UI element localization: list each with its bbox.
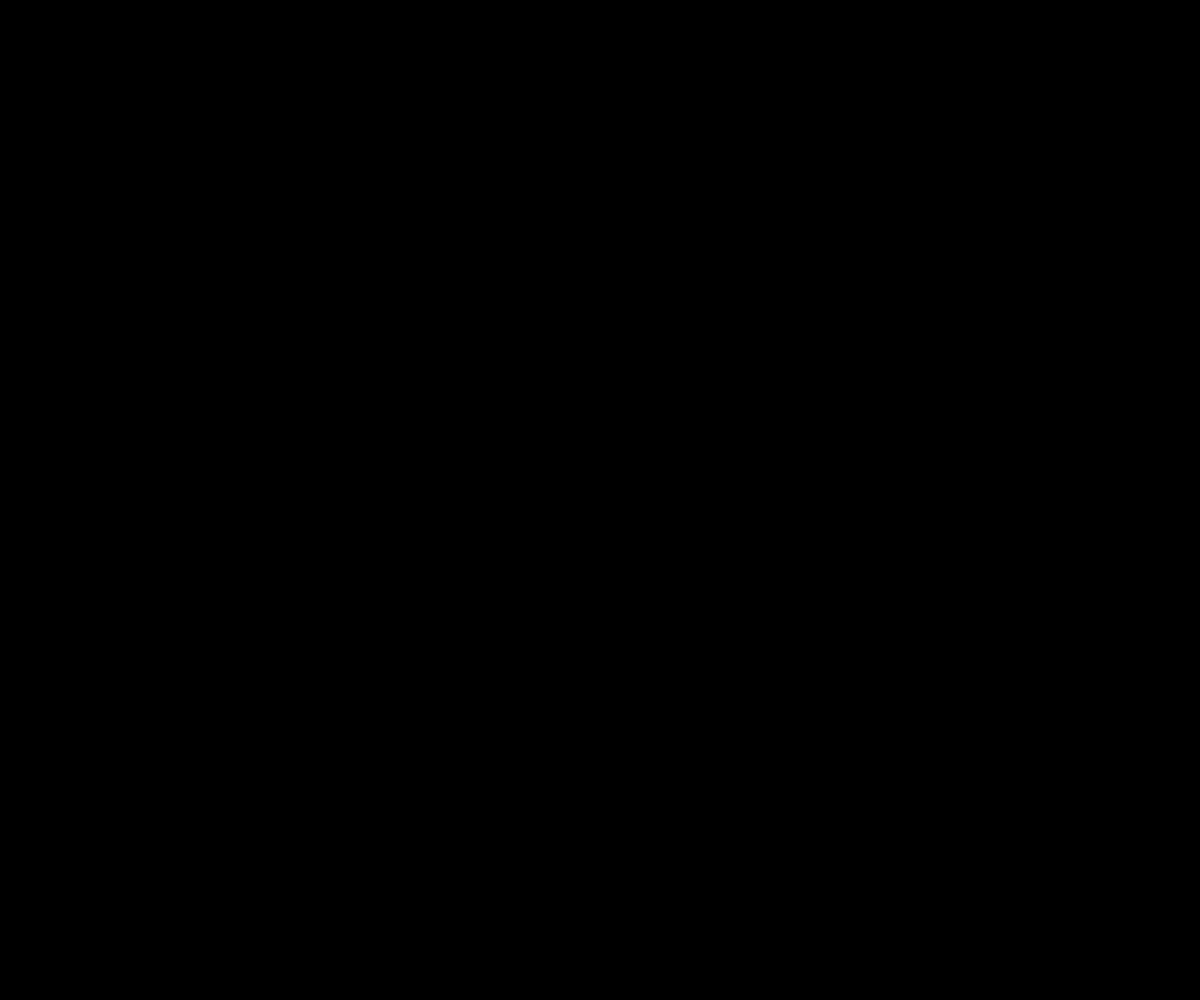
word-cloud xyxy=(0,0,1200,1000)
